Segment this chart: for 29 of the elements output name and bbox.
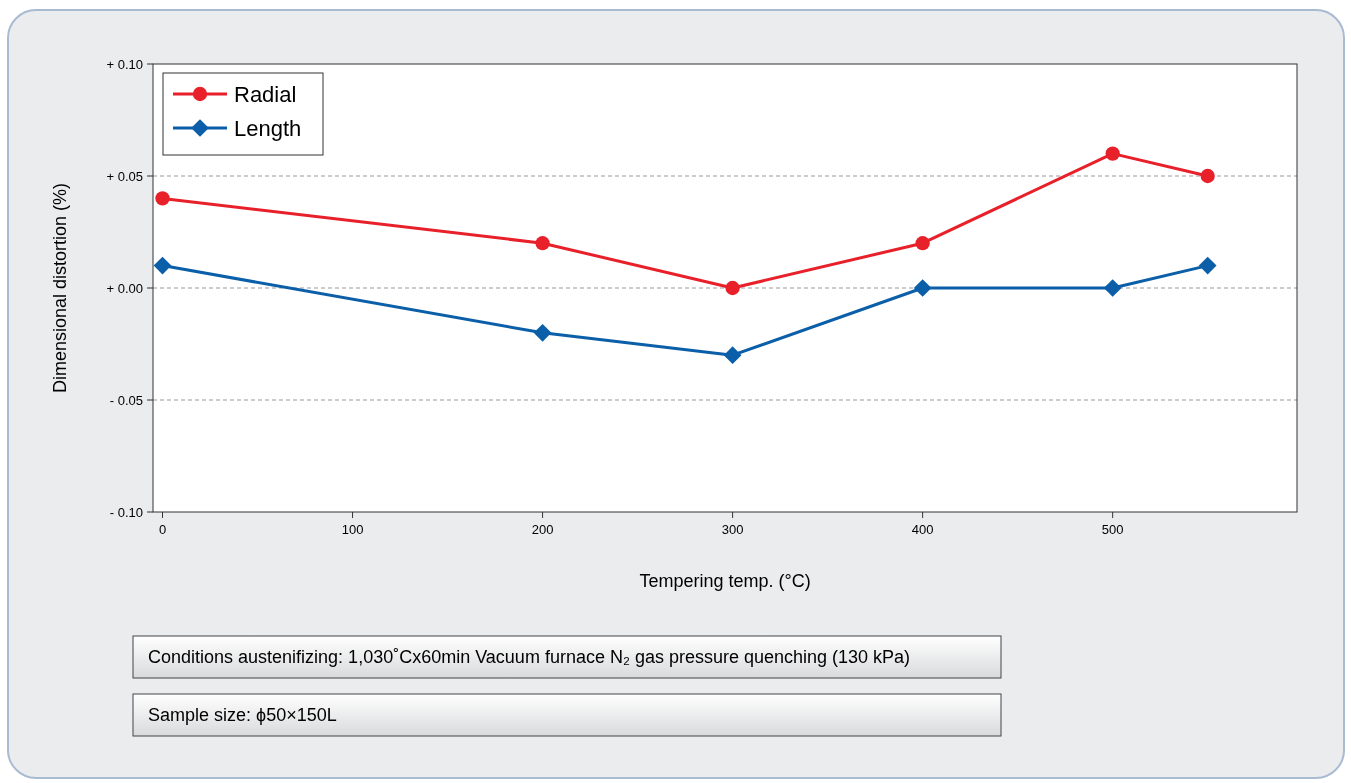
y-tick-label: + 0.10 xyxy=(106,56,143,72)
x-tick-label: 200 xyxy=(531,522,554,537)
x-axis-title: Tempering temp. (°C) xyxy=(639,571,811,591)
x-tick-label: 500 xyxy=(1101,522,1124,537)
point xyxy=(915,236,930,251)
point xyxy=(155,191,170,206)
y-tick-label: + 0.05 xyxy=(106,168,143,184)
point xyxy=(725,280,740,296)
point xyxy=(913,279,932,297)
text: Conditions austenifizing: 1,030˚Cx60min Vacuum furnace N₂ gas pressure quenching (130 kPa) xyxy=(148,647,911,668)
y-tick-label: - 0.10 xyxy=(109,504,143,520)
legend-label: Radial xyxy=(234,81,297,107)
point xyxy=(1200,168,1215,184)
y-tick-label: - 0.05 xyxy=(109,392,143,408)
legend-label: Length xyxy=(234,115,302,141)
x-tick-label: 300 xyxy=(721,522,744,537)
y-tick-label: + 0.00 xyxy=(106,280,143,296)
point xyxy=(1198,256,1217,275)
x-tick-label: 0 xyxy=(158,522,167,537)
point xyxy=(153,256,172,275)
point xyxy=(1105,146,1120,161)
point xyxy=(723,346,742,365)
point xyxy=(535,236,550,251)
text: Sample size: ϕ50×150L xyxy=(148,705,337,726)
x-tick-label: 400 xyxy=(911,522,934,537)
y-axis-title: Dimensional distortion (%) xyxy=(50,182,70,394)
point xyxy=(1103,279,1122,297)
point xyxy=(533,323,552,342)
x-tick-label: 100 xyxy=(341,522,364,537)
